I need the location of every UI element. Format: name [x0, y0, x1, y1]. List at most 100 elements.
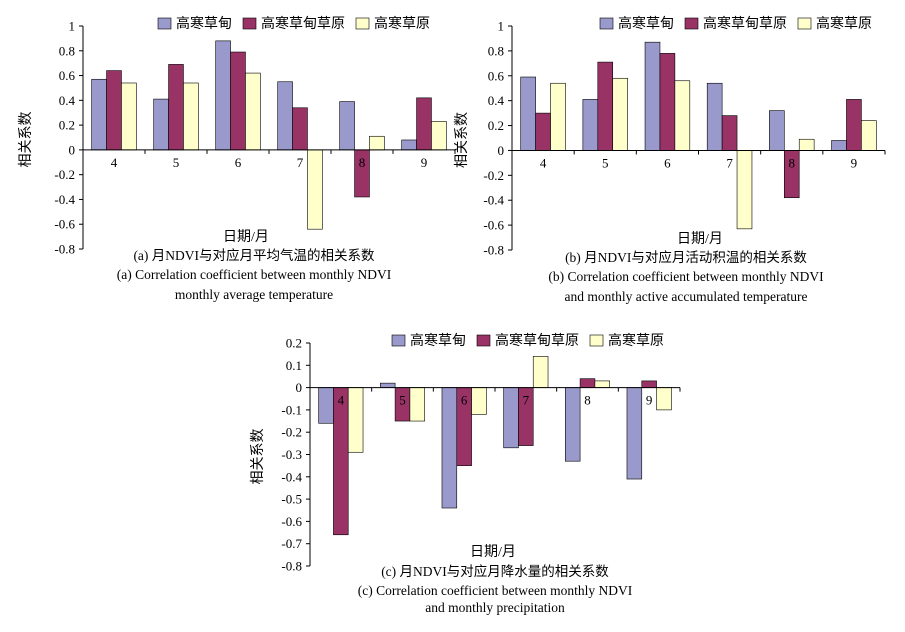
- bar-c-s3-m7: [532, 356, 549, 388]
- legend-swatch-2: [476, 334, 491, 347]
- legend-label-3: 高寒草原: [816, 15, 872, 32]
- bar-c-s3-m6: [471, 387, 487, 415]
- bar-a-s2-m4: [106, 70, 122, 151]
- bar-b-s2-m7: [721, 115, 738, 151]
- legend-swatch-3: [589, 334, 604, 347]
- caption-en-line1: (a) Correlation coefficient between mont…: [117, 267, 392, 282]
- y-tick-label: 0.8: [488, 43, 504, 58]
- bar-c-s1-m8: [564, 387, 581, 462]
- bar-a-s2-m9: [416, 97, 432, 151]
- y-tick-label: 0.2: [59, 118, 75, 133]
- bar-c-s3-m4: [347, 387, 364, 453]
- bar-c-s1-m7: [503, 387, 519, 449]
- bar-b-s3-m5: [612, 77, 628, 151]
- bar-a-s3-m5: [183, 82, 199, 151]
- bar-a-s1-m5: [153, 98, 169, 151]
- bar-c-s2-m9: [641, 380, 657, 388]
- y-tick-label: 0.6: [59, 68, 76, 83]
- y-tick-label: -0.8: [483, 243, 504, 258]
- x-axis-title: 日期/月: [470, 544, 516, 560]
- y-tick-label: -0.7: [281, 536, 302, 551]
- x-axis-title: 日期/月: [223, 229, 269, 245]
- bar-c-s1-m4: [318, 387, 334, 424]
- legend-label-3: 高寒草原: [374, 15, 430, 32]
- y-tick-label: -0.1: [281, 402, 302, 417]
- y-tick-label: -0.4: [54, 192, 75, 207]
- legend-swatch-1: [157, 17, 172, 30]
- bar-a-s3-m8: [369, 135, 385, 151]
- x-tick-label: 8: [584, 393, 591, 408]
- bar-a-s1-m6: [215, 40, 231, 151]
- y-tick-label: -0.8: [281, 559, 302, 574]
- chart-panel-a: -0.8 -0.6 -0.4 -0.2 0 0.2 0.4 0.6 0.8 1 相关系数 4 5 6 7 8 9…: [18, 15, 456, 302]
- bar-b-s1-m8: [769, 110, 785, 151]
- bar-b-s3-m6: [674, 80, 691, 151]
- caption-en-line2: and monthly active accumulated temperatu…: [565, 289, 808, 304]
- y-axis-title: 相关系数: [250, 429, 266, 485]
- y-tick-label: 0.4: [59, 93, 76, 108]
- x-tick-label: 4: [111, 155, 118, 170]
- caption-zh: (c) 月NDVI与对应月降水量的相关系数: [381, 563, 609, 579]
- y-tick-label: 1: [69, 19, 76, 34]
- x-tick-label: 5: [399, 393, 406, 408]
- legend-label-2: 高寒草甸草原: [703, 15, 787, 32]
- y-tick-label: -0.6: [54, 217, 75, 232]
- bar-b-s1-m6: [644, 41, 661, 151]
- bar-b-s2-m4: [535, 112, 551, 151]
- chart-panel-c: -0.8 -0.7 -0.6 -0.5 -0.4 -0.3 -0.2 -0.1 0 0.1 0.2 相…: [250, 332, 681, 615]
- bar-a-s2-m5: [168, 64, 184, 151]
- x-tick-label: 7: [726, 155, 733, 170]
- bar-a-s3-m6: [245, 72, 261, 151]
- bar-a-s3-m9: [431, 121, 447, 151]
- y-tick-label: -0.2: [483, 168, 504, 183]
- bar-b-s3-m9: [861, 120, 877, 151]
- bar-b-s3-m4: [550, 82, 566, 151]
- y-tick-label: 0: [296, 380, 303, 395]
- legend-swatch-1: [391, 334, 406, 347]
- bar-b-s1-m5: [582, 99, 599, 151]
- bar-c-s2-m4: [333, 387, 349, 536]
- x-tick-label: 9: [646, 393, 653, 408]
- x-tick-label: 6: [664, 155, 671, 170]
- x-tick-label: 7: [523, 393, 530, 408]
- bar-c-s3-m8: [594, 380, 611, 388]
- bar-a-s2-m6: [230, 51, 246, 151]
- caption-en-line1: (b) Correlation coefficient between mont…: [548, 269, 824, 284]
- x-tick-label: 6: [235, 155, 242, 170]
- legend-label-2: 高寒草甸草原: [261, 15, 345, 32]
- y-tick-label: 0.2: [286, 336, 302, 351]
- x-tick-label: 6: [461, 393, 468, 408]
- bar-a-s1-m9: [401, 139, 417, 151]
- legend-swatch-2: [242, 17, 257, 30]
- legend-swatch-1: [599, 17, 614, 30]
- legend-label-2: 高寒草甸草原: [495, 332, 579, 349]
- x-tick-label: 5: [173, 155, 180, 170]
- y-tick-label: -0.6: [281, 514, 302, 529]
- x-tick-label: 8: [789, 155, 796, 170]
- y-tick-label: 1: [498, 19, 505, 34]
- caption-en-line1: (c) Correlation coefficient between mont…: [358, 583, 633, 598]
- x-tick-label: 9: [421, 155, 428, 170]
- legend-swatch-3: [797, 17, 812, 30]
- y-tick-label: -0.5: [281, 492, 302, 507]
- y-tick-label: -0.2: [281, 425, 302, 440]
- x-tick-label: 7: [297, 155, 304, 170]
- bar-c-s3-m5: [409, 387, 425, 422]
- bar-c-s3-m9: [656, 387, 672, 411]
- bar-b-s2-m5: [597, 61, 614, 151]
- x-tick-label: 8: [359, 155, 366, 170]
- bar-a-s2-m7: [292, 107, 308, 151]
- y-tick-label: 0.8: [59, 43, 75, 58]
- legend-label-1: 高寒草甸: [410, 332, 466, 349]
- chart-panel-b: -0.8 -0.6 -0.4 -0.2 0 0.2 0.4 0.6 0.8 1 相关系数 4 5 6 7 8 9…: [454, 15, 886, 304]
- y-tick-label: 0.4: [488, 93, 505, 108]
- caption-en-line2: monthly average temperature: [175, 287, 333, 302]
- caption-zh: (b) 月NDVI与对应月活动积温的相关系数: [565, 249, 807, 265]
- x-axis-title: 日期/月: [677, 231, 723, 247]
- legend-swatch-2: [684, 17, 699, 30]
- x-tick-label: 9: [851, 155, 858, 170]
- bar-b-s1-m7: [706, 82, 723, 151]
- bar-a-s3-m7: [307, 149, 323, 230]
- y-axis-title: 相关系数: [18, 112, 34, 168]
